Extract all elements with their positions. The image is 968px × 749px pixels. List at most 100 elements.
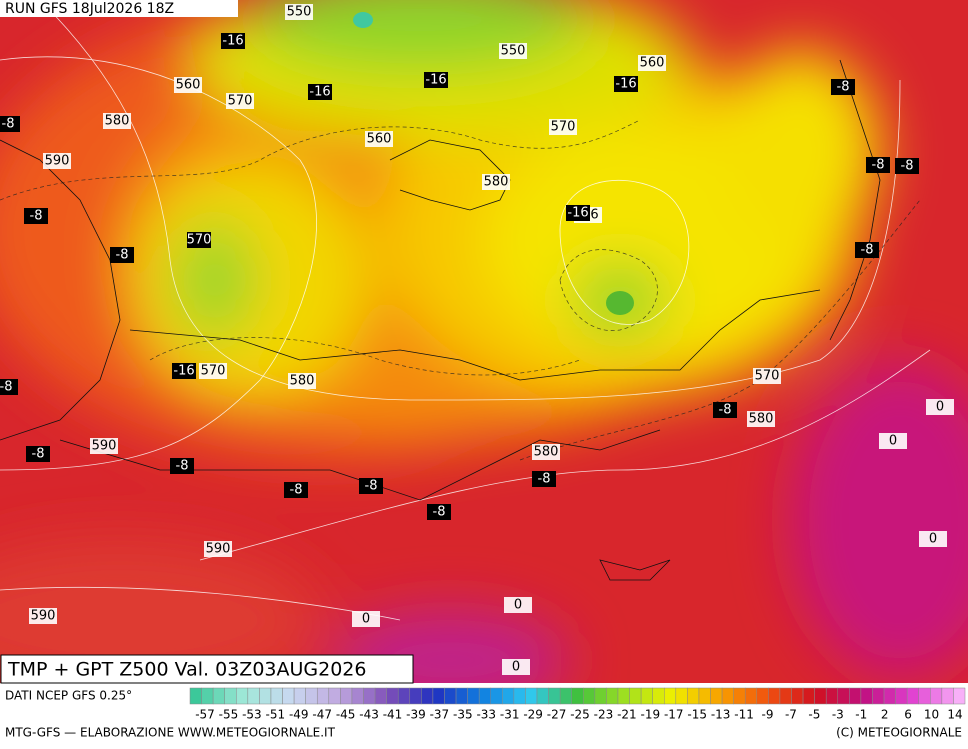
scale-label: -3	[832, 708, 844, 722]
scale-label: -21	[617, 708, 637, 722]
contour-label: 580	[749, 412, 774, 427]
label-box	[221, 33, 245, 49]
title-box	[0, 654, 414, 684]
scale-swatch	[397, 687, 411, 705]
label-box	[895, 158, 919, 174]
scale-swatch	[872, 687, 885, 705]
scale-label: 14	[947, 708, 962, 722]
scale-swatch	[721, 687, 734, 705]
label-bg	[199, 363, 227, 379]
scale-label: -19	[641, 708, 661, 722]
label-box	[0, 116, 20, 132]
contour-label: 580	[290, 374, 315, 389]
contour-label: -8	[837, 80, 850, 95]
label-box	[284, 482, 308, 498]
contour-label: 0	[936, 400, 944, 415]
scale-swatch	[698, 687, 711, 705]
scale-swatch	[421, 687, 434, 705]
scale-swatch	[825, 687, 839, 705]
contour-label: 570	[755, 369, 780, 384]
label-bg	[504, 597, 532, 613]
scale-swatch	[883, 687, 896, 705]
contour-label: -8	[433, 505, 446, 520]
label-bg	[482, 174, 510, 190]
scale-swatch	[386, 687, 399, 705]
scale-swatch	[467, 687, 480, 705]
scale-swatch	[744, 687, 758, 705]
scale-swatch	[490, 687, 503, 705]
contour-label: 570	[201, 364, 226, 379]
scale-label: 6	[904, 708, 912, 722]
scale-label: -39	[406, 708, 426, 722]
scale-label: -29	[523, 708, 543, 722]
scale-label: 2	[881, 708, 889, 722]
contour-label: -8	[901, 159, 914, 174]
scale-swatch	[652, 687, 665, 705]
scale-swatch	[340, 687, 353, 705]
scale-label: -7	[785, 708, 797, 722]
label-bg	[226, 93, 254, 109]
label-bg	[29, 608, 57, 624]
scale-swatch	[594, 687, 607, 705]
scale-swatch	[189, 687, 202, 705]
scale-swatch	[664, 687, 677, 705]
contour-label: -8	[538, 472, 551, 487]
scale-swatch	[791, 687, 804, 705]
contour-label: 590	[31, 609, 56, 624]
label-box	[566, 205, 590, 221]
scale-swatch	[814, 687, 827, 705]
scale-label: -1	[855, 708, 867, 722]
scale-label: -41	[383, 708, 403, 722]
scale-swatch	[247, 687, 260, 705]
label-box	[24, 208, 48, 224]
contour-label: 590	[206, 542, 231, 557]
scale-swatch	[687, 687, 700, 705]
label-bg	[549, 119, 577, 135]
scale-swatch	[733, 687, 746, 705]
contour-label: -8	[861, 243, 874, 258]
scale-swatch	[849, 687, 862, 705]
scale-swatch	[536, 687, 549, 705]
scale-swatch	[802, 687, 815, 705]
map-title: TMP + GPT Z500 Val. 03Z03AUG2026	[7, 659, 366, 681]
scale-swatch	[351, 687, 364, 705]
contour-label: 560	[640, 56, 665, 71]
contour-label: 570	[551, 120, 576, 135]
label-box	[713, 402, 737, 418]
label-bg	[499, 43, 527, 59]
credit-left: MTG-GFS — ELABORAZIONE WWW.METEOGIORNALE…	[5, 726, 336, 740]
credit-right: (C) METEOGIORNALE	[836, 726, 962, 740]
label-bg	[747, 411, 775, 427]
scale-swatch	[548, 687, 561, 705]
label-bg	[43, 153, 71, 169]
scale-swatch	[571, 687, 584, 705]
scale-label: -5	[808, 708, 820, 722]
scale-swatch	[236, 687, 249, 705]
contour-label: -8	[176, 459, 189, 474]
scale-swatch	[837, 687, 850, 705]
scale-swatch	[525, 687, 538, 705]
scale-swatch	[756, 687, 769, 705]
scale-swatch	[930, 687, 943, 705]
label-box	[532, 471, 556, 487]
contour-label: 570	[228, 94, 253, 109]
scale-label: -13	[711, 708, 731, 722]
scale-label: -49	[289, 708, 309, 722]
contour-label: 580	[484, 175, 509, 190]
label-bg	[352, 611, 380, 627]
contour-label: -16	[567, 206, 588, 221]
scale-swatch	[201, 687, 214, 705]
contour-label: 560	[176, 78, 201, 93]
color-scale: -57 -55 -53 -51 -49 -47 -45 -43 -41 -39 -37 -35 -33-…	[189, 687, 966, 722]
scale-swatch	[617, 687, 630, 705]
label-box	[110, 247, 134, 263]
scale-swatch	[895, 687, 908, 705]
scale-label: -53	[242, 708, 262, 722]
label-bg	[90, 438, 118, 454]
scale-label: -37	[430, 708, 450, 722]
contour-label: -8	[0, 380, 12, 395]
label-bg	[174, 77, 202, 93]
scale-swatch	[779, 687, 792, 705]
scale-label: -47	[312, 708, 332, 722]
